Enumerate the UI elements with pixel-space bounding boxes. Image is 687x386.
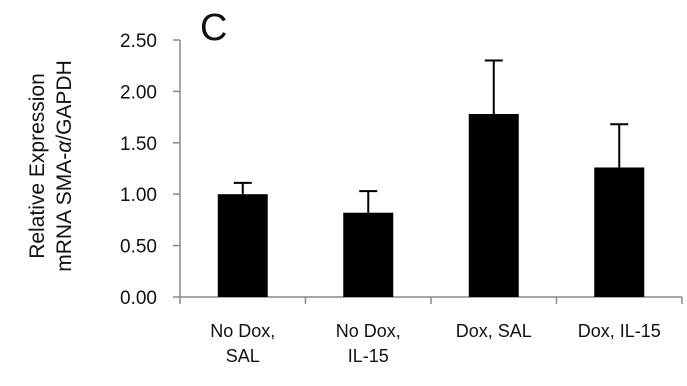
x-tick-label: No Dox, — [336, 321, 401, 341]
x-tick-label: Dox, SAL — [456, 321, 532, 341]
bar — [343, 212, 394, 297]
y-axis-label: Relative Expression mRNA SMA-α/GAPDH — [26, 60, 76, 272]
bar — [594, 167, 645, 297]
y-axis-label-line2-alpha: α — [53, 140, 76, 153]
y-tick-label: 0.50 — [120, 237, 157, 258]
y-axis-label-line1: Relative Expression — [26, 73, 49, 259]
y-tick-label: 2.50 — [120, 31, 157, 52]
x-tick-label: No Dox, — [210, 321, 275, 341]
x-tick-label: IL-15 — [348, 346, 389, 366]
plot-area: 0.00 0.50 1.00 1.50 2.00 2.50 No Dox, SAL No Dox… — [120, 31, 683, 366]
x-tick-label: SAL — [226, 346, 260, 366]
y-tick-label: 1.50 — [120, 134, 157, 155]
x-tick-label: Dox, IL-15 — [578, 321, 661, 341]
y-axis-label-line2-suffix: /GAPDH — [53, 60, 76, 141]
bar — [468, 114, 519, 298]
y-axis-label-line2-prefix: mRNA SMA- — [53, 153, 76, 272]
y-axis-label-line2: mRNA SMA-α/GAPDH — [53, 60, 76, 272]
y-tick-label: 0.00 — [120, 288, 157, 309]
y-tick-label: 1.00 — [120, 185, 157, 206]
y-tick-label: 2.00 — [120, 82, 157, 103]
bar — [217, 194, 268, 297]
panel-label: C — [200, 7, 227, 49]
